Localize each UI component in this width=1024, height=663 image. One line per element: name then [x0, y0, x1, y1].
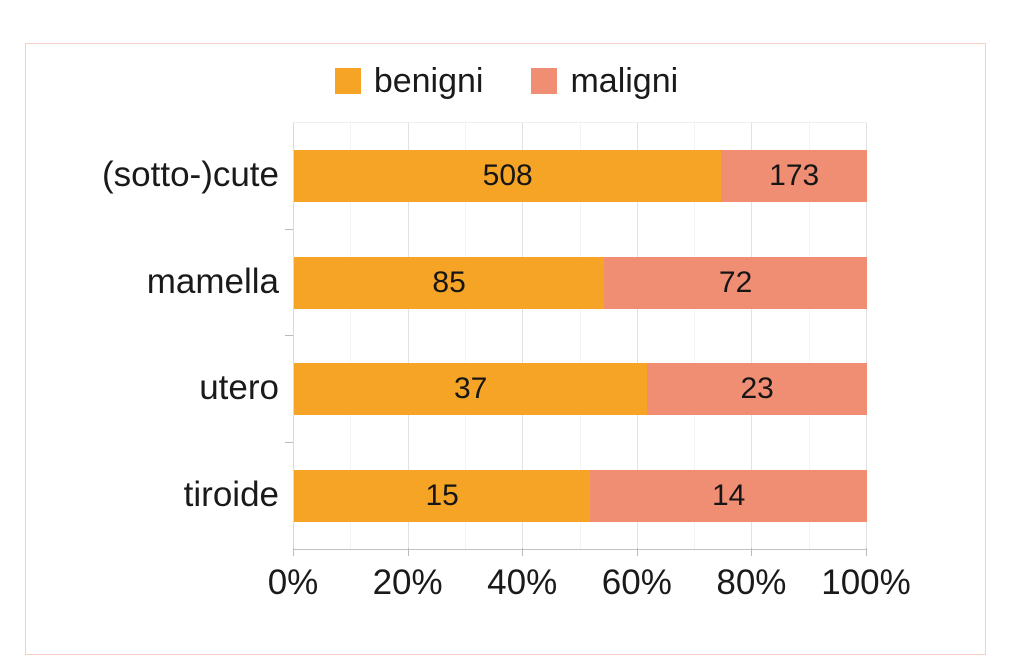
x-tick-label: 0% [267, 563, 319, 602]
data-label: 85 [432, 265, 466, 299]
data-label: 37 [453, 372, 488, 406]
legend-item-maligni: maligni [531, 64, 678, 98]
bar-row-1: 508 173 [294, 150, 867, 203]
x-axis-tick [407, 548, 409, 556]
legend-label: maligni [570, 62, 679, 100]
category-axis-labels: (sotto-)cute mamella utero tiroide [0, 122, 279, 548]
data-label: 23 [740, 372, 774, 406]
data-label: 14 [711, 478, 746, 512]
bar-segment-maligni: 72 [604, 256, 867, 309]
data-label: 508 [482, 159, 533, 193]
x-axis-labels: 0% 20% 40% 60% 80% 100% [0, 563, 1024, 609]
gridline-70 [694, 123, 696, 549]
x-tick-label: 80% [716, 563, 787, 602]
x-tick-label: 60% [601, 563, 672, 602]
x-axis-tick [866, 548, 867, 556]
chart-frame [25, 43, 986, 655]
plot-area: 508 173 85 72 37 23 15 14 [293, 122, 867, 550]
legend-item-benigni: benigni [334, 62, 484, 100]
x-tick-label: 20% [372, 563, 443, 602]
legend-swatch-maligni-icon [531, 68, 558, 94]
x-axis-tick [636, 548, 638, 556]
legend: benigni maligni [25, 64, 988, 98]
x-axis-tick [293, 548, 294, 556]
gridline-30 [464, 123, 466, 549]
y-axis-tick [285, 335, 293, 336]
bar-segment-benigni: 37 [294, 363, 648, 416]
category-label: mamella [146, 261, 279, 301]
bar-segment-maligni: 14 [590, 469, 867, 522]
x-axis-tick [522, 548, 524, 556]
bar-row-2: 85 72 [294, 256, 867, 309]
bar-segment-benigni: 85 [294, 256, 605, 309]
bar-row-3: 37 23 [294, 363, 867, 416]
bar-row-4: 15 14 [294, 469, 867, 522]
gridline-100 [866, 123, 867, 549]
gridline-20 [407, 123, 409, 549]
data-label: 15 [425, 478, 459, 512]
gridline-40 [522, 123, 524, 549]
data-label: 72 [718, 265, 753, 299]
x-tick-label: 100% [821, 563, 911, 602]
category-label: tiroide [183, 474, 279, 514]
gridline-50 [579, 123, 581, 549]
gridline-10 [350, 123, 352, 549]
bar-segment-benigni: 508 [294, 150, 722, 203]
gridline-90 [808, 123, 810, 549]
category-label: utero [199, 368, 279, 408]
bar-segment-maligni: 173 [721, 150, 867, 203]
legend-label: benigni [373, 62, 484, 100]
legend-swatch-benigni-icon [334, 68, 361, 94]
data-label: 173 [769, 159, 820, 193]
gridline-80 [751, 123, 753, 549]
y-axis-tick [285, 441, 293, 443]
y-axis-tick [285, 228, 293, 230]
bar-segment-maligni: 23 [647, 363, 867, 416]
x-tick-label: 40% [487, 563, 558, 602]
category-label: (sotto-)cute [102, 155, 279, 195]
gridline-60 [636, 123, 638, 549]
bar-segment-benigni: 15 [294, 469, 591, 522]
x-axis-tick [751, 548, 753, 556]
